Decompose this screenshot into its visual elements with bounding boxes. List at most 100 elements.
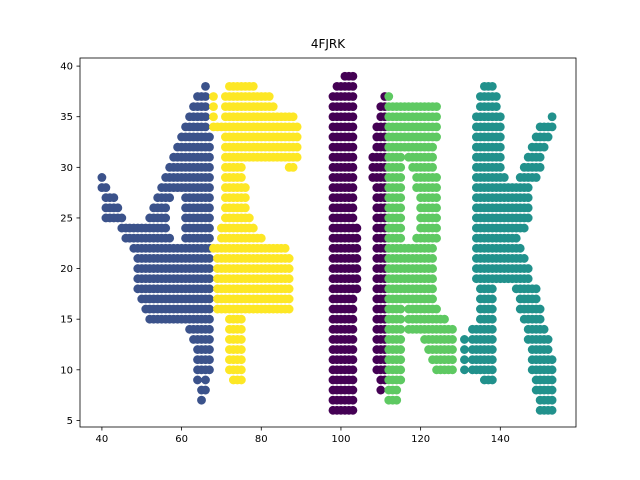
point-4-339 xyxy=(201,102,210,111)
point-K-91 xyxy=(535,314,545,324)
point-4-229 xyxy=(205,213,214,223)
point-K-65 xyxy=(487,335,497,344)
point-4-258 xyxy=(205,193,214,203)
point-F-179 xyxy=(248,223,258,233)
axes: 40 60 80 100 120 140 5 10 15 20 25 30 35 40 xyxy=(60,57,577,445)
x-tick-label: 80 xyxy=(255,434,268,445)
point-F-186 xyxy=(244,213,254,223)
point-K-59 xyxy=(460,335,469,344)
point-K-12 xyxy=(547,385,557,395)
point-4-186 xyxy=(165,233,175,243)
point-K-318 xyxy=(495,122,505,132)
point-J-125 xyxy=(352,264,362,273)
point-K-101 xyxy=(535,304,545,314)
point-4-260 xyxy=(101,183,111,192)
point-F-83 xyxy=(284,284,294,294)
point-K-296 xyxy=(495,142,505,152)
point-K-40 xyxy=(487,355,497,365)
point-R-317 xyxy=(384,92,394,101)
point-J-174 xyxy=(348,213,358,223)
point-R-13 xyxy=(396,365,406,375)
point-K-278 xyxy=(535,162,545,172)
point-4-330 xyxy=(201,122,210,132)
point-R-71 xyxy=(396,314,406,324)
point-K-343 xyxy=(487,81,497,91)
point-4-154 xyxy=(205,254,214,263)
point-K-86 xyxy=(487,314,497,324)
point-K-134 xyxy=(523,274,533,284)
point-F-10 xyxy=(236,355,246,365)
point-F-329 xyxy=(209,92,218,101)
point-F-296 xyxy=(209,112,218,122)
y-tick-label: 5 xyxy=(67,416,73,427)
point-K-15 xyxy=(487,375,497,385)
point-4-307 xyxy=(205,152,214,162)
point-R-215 xyxy=(396,183,406,192)
point-F-295 xyxy=(292,122,302,132)
point-R-51 xyxy=(448,335,457,344)
point-F-273 xyxy=(292,132,302,142)
point-J-50 xyxy=(348,345,358,354)
point-F-204 xyxy=(240,183,250,192)
point-K-330 xyxy=(547,112,557,122)
point-J-77 xyxy=(348,314,358,324)
point-K-225 xyxy=(523,203,533,213)
point-R-153 xyxy=(428,254,437,263)
point-4-342 xyxy=(201,92,210,101)
point-R-32 xyxy=(396,345,406,354)
point-F-18 xyxy=(236,335,246,344)
point-K-161 xyxy=(519,254,529,263)
point-R-231 xyxy=(432,173,441,182)
point-J-5 xyxy=(348,405,358,415)
point-4-97 xyxy=(205,284,214,294)
point-4-233 xyxy=(113,203,123,213)
point-K-47 xyxy=(460,345,469,354)
point-J-240 xyxy=(348,142,358,152)
point-4-3 xyxy=(193,375,202,385)
point-F-341 xyxy=(264,92,274,101)
y-tick-label: 15 xyxy=(60,315,73,326)
point-R-2 xyxy=(392,395,402,405)
point-F-64 xyxy=(284,294,294,304)
point-J-24 xyxy=(348,375,358,385)
point-4-297 xyxy=(205,162,214,172)
point-K-300 xyxy=(539,142,549,152)
point-K-110 xyxy=(531,294,541,304)
point-4-2 xyxy=(201,385,210,395)
point-J-11 xyxy=(348,395,358,405)
point-J-292 xyxy=(348,71,358,81)
point-R-225 xyxy=(396,173,406,182)
point-R-197 xyxy=(396,203,406,213)
point-K-311 xyxy=(543,132,553,142)
point-F-214 xyxy=(236,162,246,172)
point-J-210 xyxy=(348,173,358,182)
point-4-247 xyxy=(109,193,119,203)
point-J-135 xyxy=(352,254,362,263)
point-F-159 xyxy=(280,243,290,253)
point-J-283 xyxy=(348,92,358,101)
point-4-193 xyxy=(205,233,214,243)
point-J-220 xyxy=(348,162,358,172)
y-tick-label: 30 xyxy=(60,163,73,174)
point-4-27 xyxy=(205,324,214,334)
point-K-211 xyxy=(523,213,533,223)
point-K-77 xyxy=(487,324,497,334)
point-R-85 xyxy=(396,304,406,314)
point-F-315 xyxy=(209,102,218,111)
x-tick-label: 40 xyxy=(96,434,109,445)
point-J-86 xyxy=(348,304,358,314)
point-J-18 xyxy=(376,385,386,395)
point-K-335 xyxy=(491,102,501,111)
point-K-27 xyxy=(487,365,497,375)
point-R-169 xyxy=(396,233,406,243)
point-F-2 xyxy=(236,375,246,385)
point-R-211 xyxy=(432,193,441,203)
point-J-275 xyxy=(348,102,358,111)
point-R-28 xyxy=(448,355,457,365)
y-tick-label: 25 xyxy=(60,213,73,224)
point-K-21 xyxy=(460,365,469,375)
point-R-22 xyxy=(396,355,406,365)
point-J-105 xyxy=(352,284,362,294)
point-R-303 xyxy=(432,112,441,122)
point-J-289 xyxy=(348,81,358,91)
